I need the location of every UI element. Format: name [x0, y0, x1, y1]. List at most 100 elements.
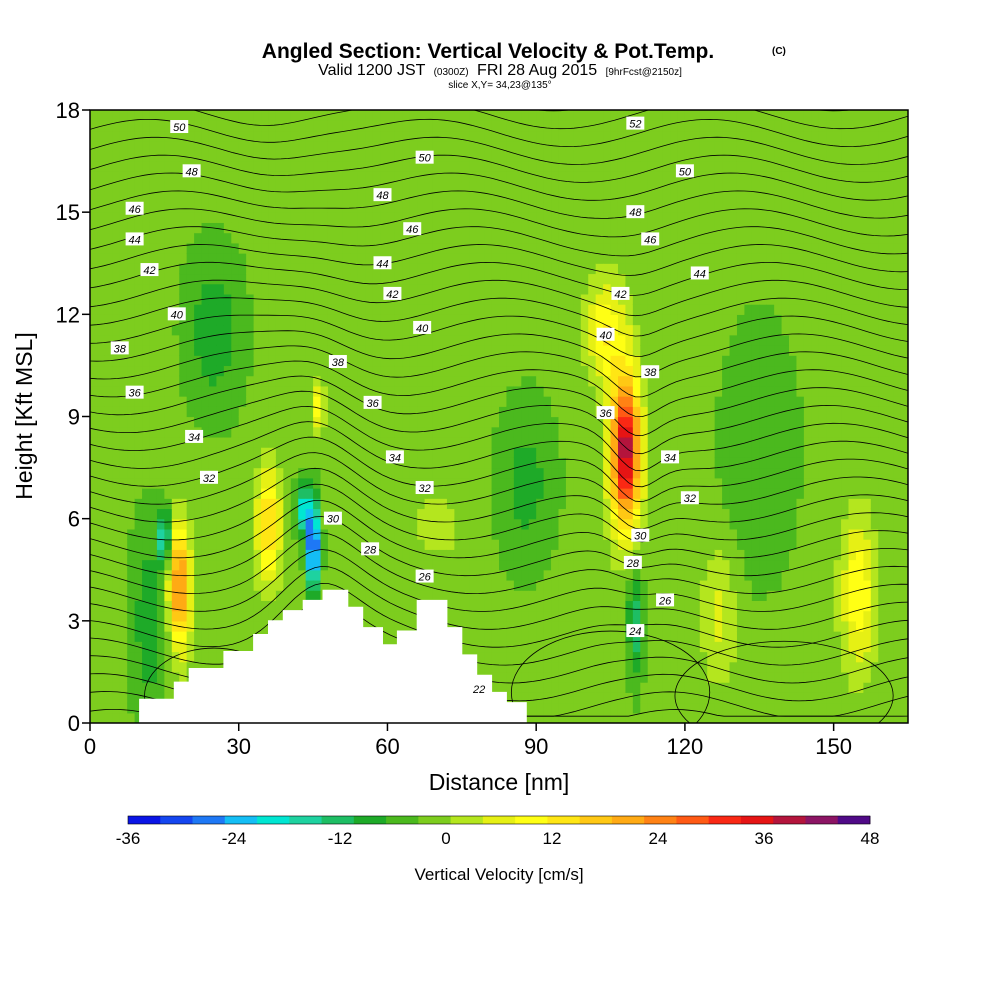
velocity-cell [558, 150, 567, 162]
velocity-cell [446, 365, 455, 377]
slice-info: slice X,Y= 34,23@135° [448, 80, 551, 91]
velocity-cell [484, 385, 493, 397]
velocity-cell [603, 130, 612, 142]
velocity-cell [580, 600, 589, 612]
velocity-cell [617, 222, 627, 234]
velocity-cell [476, 304, 485, 315]
velocity-cell [655, 375, 664, 387]
velocity-cell [179, 671, 188, 683]
velocity-cell [134, 293, 143, 305]
velocity-cell [127, 344, 136, 356]
velocity-cell [469, 620, 478, 632]
velocity-cell [97, 120, 106, 132]
velocity-cell [372, 467, 381, 479]
velocity-cell [238, 610, 247, 622]
velocity-cell [491, 447, 500, 458]
velocity-cell [387, 610, 396, 622]
velocity-cell [573, 559, 582, 571]
velocity-cell [357, 161, 366, 172]
velocity-cell [149, 314, 158, 326]
velocity-cell [677, 406, 686, 418]
velocity-cell [357, 181, 366, 193]
velocity-cell [625, 161, 634, 172]
velocity-cell [194, 498, 203, 510]
velocity-cell [194, 620, 203, 632]
velocity-cell [469, 283, 478, 295]
velocity-cell [647, 201, 656, 213]
velocity-cell [692, 253, 701, 264]
velocity-cell [476, 416, 485, 428]
velocity-cell [439, 416, 448, 428]
velocity-cell [424, 447, 433, 458]
velocity-cell [640, 610, 649, 622]
velocity-cell [186, 324, 195, 336]
velocity-cell [201, 161, 210, 172]
velocity-cell [521, 355, 530, 367]
velocity-cell [647, 375, 656, 387]
velocity-cell [380, 140, 389, 152]
velocity-cell [164, 528, 173, 540]
velocity-cell [446, 201, 455, 213]
velocity-cell [640, 314, 649, 326]
velocity-cell [231, 579, 240, 591]
velocity-cell [275, 293, 284, 305]
velocity-cell [350, 396, 359, 407]
velocity-cell [134, 334, 143, 346]
velocity-cell [90, 324, 99, 336]
velocity-cell [573, 161, 582, 172]
velocity-cell [253, 467, 262, 479]
velocity-cell [513, 518, 522, 530]
velocity-cell [662, 201, 671, 213]
velocity-cell [380, 457, 389, 469]
velocity-cell [461, 518, 470, 530]
velocity-cell [580, 273, 589, 285]
velocity-cell [484, 181, 493, 193]
velocity-cell [231, 508, 240, 520]
velocity-cell [298, 304, 307, 315]
velocity-cell [528, 344, 537, 356]
velocity-cell [491, 130, 500, 142]
velocity-cell [603, 671, 612, 683]
velocity-cell [194, 375, 203, 387]
velocity-cell [357, 222, 366, 234]
velocity-cell [625, 579, 634, 591]
velocity-cell [536, 150, 545, 162]
velocity-cell [617, 273, 627, 285]
velocity-cell [417, 263, 426, 275]
velocity-cell [662, 559, 671, 571]
velocity-cell [208, 365, 218, 377]
velocity-cell [424, 334, 433, 346]
velocity-cell [149, 344, 158, 356]
velocity-cell [194, 416, 203, 428]
velocity-cell [313, 590, 322, 601]
velocity-cell [394, 304, 403, 315]
velocity-cell [528, 712, 537, 723]
velocity-cell [417, 212, 426, 223]
velocity-cell [194, 467, 203, 479]
velocity-cell [119, 396, 128, 407]
velocity-cell [357, 508, 366, 520]
velocity-cell [253, 385, 262, 397]
velocity-cell [677, 222, 686, 234]
velocity-cell [156, 212, 165, 223]
velocity-cell [632, 488, 641, 499]
velocity-cell [350, 120, 359, 132]
velocity-cell [335, 110, 344, 121]
velocity-cell [194, 324, 203, 336]
velocity-cell [558, 467, 567, 479]
velocity-cell [446, 590, 455, 601]
velocity-cell [432, 375, 441, 387]
velocity-cell [223, 171, 232, 183]
velocity-cell [536, 631, 545, 642]
velocity-cell [223, 304, 232, 315]
velocity-cell [469, 385, 478, 397]
velocity-cell [476, 171, 485, 183]
velocity-cell [499, 120, 508, 132]
velocity-cell [164, 416, 173, 428]
velocity-cell [134, 467, 143, 479]
velocity-cell [521, 569, 530, 581]
velocity-cell [573, 171, 582, 183]
velocity-cell [394, 426, 403, 438]
velocity-cell [454, 140, 463, 152]
velocity-cell [290, 171, 299, 183]
